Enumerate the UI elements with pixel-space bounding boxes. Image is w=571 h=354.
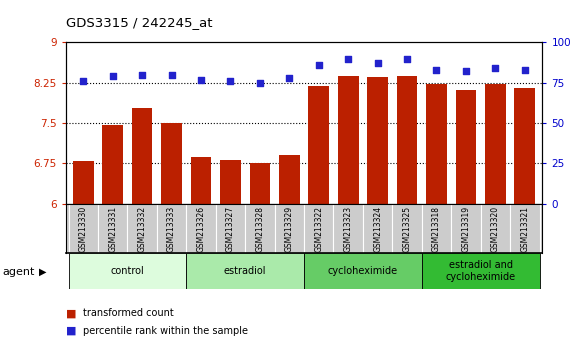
Point <box>314 62 323 68</box>
Text: control: control <box>111 266 144 276</box>
Point <box>196 77 206 82</box>
Point <box>344 56 353 62</box>
Bar <box>98 204 127 253</box>
Text: estradiol: estradiol <box>224 266 267 276</box>
Text: ■: ■ <box>66 326 76 336</box>
Point <box>255 80 264 86</box>
Text: GSM213329: GSM213329 <box>285 206 294 252</box>
Text: estradiol and
cycloheximide: estradiol and cycloheximide <box>445 260 516 282</box>
Point <box>373 61 382 66</box>
Bar <box>510 204 540 253</box>
Point <box>167 72 176 78</box>
Point <box>520 67 529 73</box>
Bar <box>333 204 363 253</box>
Text: GSM213333: GSM213333 <box>167 206 176 252</box>
Text: GSM213322: GSM213322 <box>314 206 323 252</box>
Text: GSM213327: GSM213327 <box>226 206 235 252</box>
Point <box>432 67 441 73</box>
Bar <box>191 158 211 204</box>
Text: ▶: ▶ <box>39 267 46 277</box>
Text: GSM213323: GSM213323 <box>344 206 353 252</box>
Bar <box>456 90 476 204</box>
Bar <box>69 253 186 289</box>
Text: GSM213324: GSM213324 <box>373 206 382 252</box>
Bar <box>451 204 481 253</box>
Bar <box>304 253 422 289</box>
Bar <box>397 76 417 204</box>
Point <box>491 65 500 71</box>
Bar <box>514 88 535 204</box>
Bar <box>220 160 241 204</box>
Point <box>108 74 117 79</box>
Bar <box>250 163 270 204</box>
Bar <box>481 204 510 253</box>
Bar <box>69 204 98 253</box>
Bar <box>363 204 392 253</box>
Bar <box>127 204 157 253</box>
Bar <box>338 76 359 204</box>
Bar <box>186 204 216 253</box>
Point <box>285 75 294 81</box>
Bar <box>162 123 182 204</box>
Point <box>461 69 471 74</box>
Point <box>79 78 88 84</box>
Bar <box>132 108 152 204</box>
Text: GSM213318: GSM213318 <box>432 206 441 252</box>
Text: GSM213326: GSM213326 <box>196 206 206 252</box>
Bar <box>485 84 506 204</box>
Point <box>403 56 412 62</box>
Bar <box>245 204 275 253</box>
Bar <box>186 253 304 289</box>
Text: GSM213320: GSM213320 <box>491 206 500 252</box>
Text: percentile rank within the sample: percentile rank within the sample <box>83 326 248 336</box>
Text: GSM213321: GSM213321 <box>520 206 529 252</box>
Text: GDS3315 / 242245_at: GDS3315 / 242245_at <box>66 16 212 29</box>
Text: cycloheximide: cycloheximide <box>328 266 398 276</box>
Bar <box>392 204 422 253</box>
Text: GSM213332: GSM213332 <box>138 206 147 252</box>
Text: GSM213325: GSM213325 <box>403 206 412 252</box>
Text: agent: agent <box>3 267 35 277</box>
Bar <box>308 86 329 204</box>
Bar <box>275 204 304 253</box>
Point <box>226 78 235 84</box>
Bar <box>73 161 94 204</box>
Text: transformed count: transformed count <box>83 308 174 318</box>
Bar <box>426 84 447 204</box>
Text: GSM213328: GSM213328 <box>255 206 264 252</box>
Bar <box>367 78 388 204</box>
Bar <box>279 155 300 204</box>
Text: GSM213331: GSM213331 <box>108 206 117 252</box>
Bar <box>304 204 333 253</box>
Bar <box>102 125 123 204</box>
Bar <box>422 204 451 253</box>
Bar <box>216 204 245 253</box>
Text: GSM213330: GSM213330 <box>79 206 88 252</box>
Text: GSM213319: GSM213319 <box>461 206 471 252</box>
Point <box>138 72 147 78</box>
Text: ■: ■ <box>66 308 76 318</box>
Bar <box>422 253 540 289</box>
Bar <box>157 204 186 253</box>
